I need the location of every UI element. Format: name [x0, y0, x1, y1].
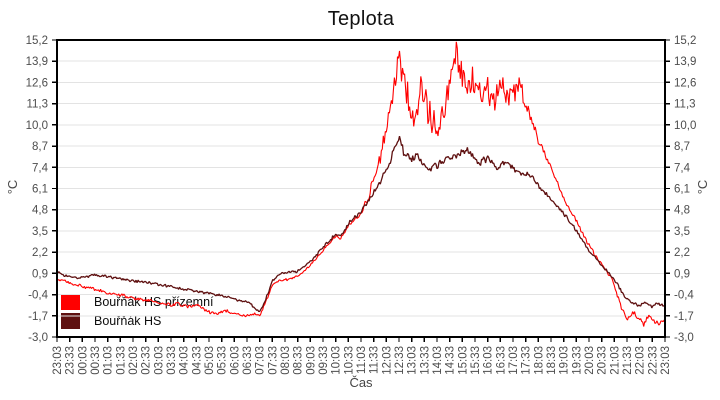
x-tick-label: 01:03	[103, 346, 115, 375]
x-tick-label: 03:03	[153, 346, 165, 375]
y-tick-label: 2,2	[32, 247, 48, 259]
x-tick-label: 10:03	[331, 346, 343, 375]
x-tick-label: 18:33	[546, 346, 558, 375]
x-tick-label: 00:33	[90, 346, 102, 375]
x-axis-ticks: 23:03 23:33 00:03 00:33 01:03 01:33 02:03 02:33…	[52, 337, 672, 375]
legend-item: Bouřňák HS přízemní	[61, 292, 214, 311]
y-tick-label: 8,7	[32, 141, 48, 153]
y-tick-label: 7,4	[32, 162, 49, 174]
x-tick-label: 13:03	[407, 346, 419, 375]
y-tick-label: 10,0	[26, 120, 48, 132]
x-tick-label: 06:03	[229, 346, 241, 375]
x-tick-label: 08:33	[293, 346, 305, 375]
x-tick-label: 16:33	[495, 346, 507, 375]
y-tick-label: 12,6	[674, 77, 696, 89]
y-tick-label: -1,7	[28, 311, 48, 323]
legend-item: Bouřňák HS	[61, 311, 214, 330]
y-tick-label: -1,7	[674, 311, 694, 323]
legend-label-prizemni: Bouřňák HS přízemní	[94, 294, 214, 309]
x-tick-label: 14:03	[432, 346, 444, 375]
x-tick-label: 00:03	[77, 346, 89, 375]
x-tick-label: 09:03	[305, 346, 317, 375]
x-tick-label: 15:33	[470, 346, 482, 375]
x-tick-label: 18:03	[533, 346, 545, 375]
x-tick-label: 02:33	[141, 346, 153, 375]
y-tick-label: 4,8	[674, 205, 690, 217]
chart-title: Teplota	[327, 8, 395, 30]
x-tick-label: 15:03	[457, 346, 469, 375]
x-axis-label: Čas	[349, 375, 373, 390]
y-tick-label: 3,5	[674, 226, 690, 238]
y-tick-label: 0,9	[674, 268, 690, 280]
y-tick-label: 6,1	[32, 184, 48, 196]
x-tick-label: 10:33	[343, 346, 355, 375]
y-tick-label: 15,2	[674, 35, 696, 47]
x-tick-label: 22:03	[635, 346, 647, 375]
y-tick-label: 2,2	[674, 247, 690, 259]
y-tick-label: 7,4	[674, 162, 691, 174]
y-tick-label: 11,3	[674, 99, 696, 111]
x-tick-label: 17:03	[508, 346, 520, 375]
x-tick-label: 07:33	[267, 346, 279, 375]
legend-swatch-hs	[61, 312, 80, 329]
x-tick-label: 22:33	[647, 346, 659, 375]
x-tick-label: 23:33	[65, 346, 77, 375]
legend-label-hs: Bouřňák HS	[94, 313, 162, 328]
y-axis-label-left: °C	[5, 179, 20, 195]
legend-swatch-prizemni	[61, 293, 80, 310]
y-tick-label: 3,5	[32, 226, 48, 238]
x-tick-label: 23:03	[52, 346, 64, 375]
y-tick-label: 8,7	[674, 141, 690, 153]
x-tick-label: 20:03	[584, 346, 596, 375]
y-tick-label: 13,9	[26, 56, 48, 68]
x-tick-label: 02:03	[128, 346, 140, 375]
series	[56, 41, 666, 327]
x-tick-label: 23:03	[660, 346, 672, 375]
x-tick-label: 11:03	[356, 346, 368, 374]
y-axis-label-right: °C	[695, 179, 710, 195]
y-tick-label: 15,2	[26, 35, 48, 47]
x-tick-label: 03:33	[166, 346, 178, 375]
y-tick-label: 10,0	[674, 120, 696, 132]
x-tick-label: 21:33	[622, 346, 634, 375]
x-tick-label: 07:03	[255, 346, 267, 375]
y-tick-label: 6,1	[674, 184, 690, 196]
x-tick-label: 11:33	[369, 346, 381, 374]
x-tick-label: 17:33	[521, 346, 533, 375]
x-tick-label: 04:03	[179, 346, 191, 375]
x-tick-label: 08:03	[280, 346, 292, 375]
grid	[57, 60, 665, 317]
series-line-1	[56, 135, 666, 313]
y-tick-label: 4,8	[32, 205, 48, 217]
y-tick-label: 13,9	[674, 56, 696, 68]
y-tick-label: -0,4	[28, 290, 48, 302]
x-tick-label: 05:33	[217, 346, 229, 375]
x-tick-label: 01:33	[115, 346, 127, 375]
y-tick-label: 0,9	[32, 268, 48, 280]
x-tick-label: 12:03	[381, 346, 393, 375]
y-tick-label: 11,3	[26, 99, 48, 111]
x-tick-label: 21:03	[609, 346, 621, 375]
x-tick-label: 05:03	[204, 346, 216, 375]
x-tick-label: 12:33	[394, 346, 406, 375]
x-tick-label: 06:33	[242, 346, 254, 375]
x-tick-label: 14:33	[445, 346, 457, 375]
legend: Bouřňák HS přízemní Bouřňák HS	[61, 292, 214, 330]
y-tick-label: 12,6	[26, 77, 48, 89]
x-tick-label: 19:33	[571, 346, 583, 375]
series-line-0	[56, 41, 666, 327]
x-tick-label: 04:33	[191, 346, 203, 375]
x-tick-label: 20:33	[597, 346, 609, 375]
x-tick-label: 13:33	[419, 346, 431, 375]
y-tick-label: -3,0	[674, 332, 694, 344]
x-tick-label: 16:03	[483, 346, 495, 375]
x-tick-label: 19:03	[559, 346, 571, 375]
x-tick-label: 09:33	[318, 346, 330, 375]
y-tick-label: -0,4	[674, 290, 694, 302]
y-tick-label: -3,0	[28, 332, 48, 344]
